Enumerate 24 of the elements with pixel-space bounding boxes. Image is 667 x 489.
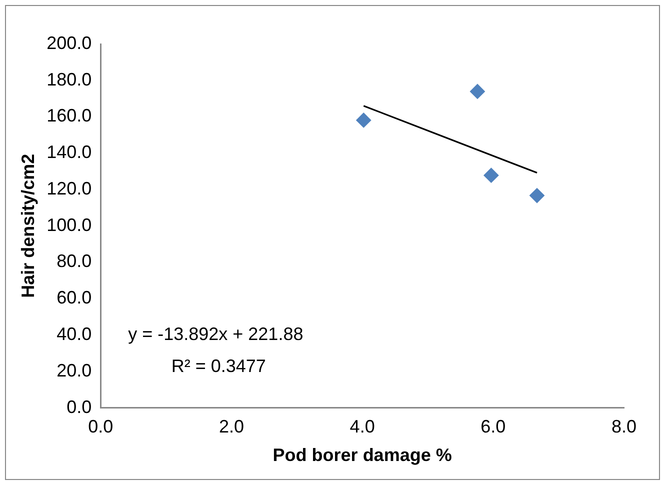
y-axis-title: Hair density/cm2 [18,154,38,298]
y-tick-label: 180.0 [46,69,92,90]
y-tick-label: 140.0 [46,142,92,162]
annotation: R² = 0.3477 [171,356,266,376]
y-tick-label: 0.0 [66,396,92,417]
y-tick-label: 80.0 [56,251,92,272]
y-tick-label: 20.0 [56,360,92,380]
y-tick-label: 200.0 [46,32,92,53]
x-tick-label: 2.0 [218,416,244,437]
annotation: y = -13.892x + 221.88 [128,324,304,344]
y-tick-label: 60.0 [56,288,92,308]
x-tick-label: 4.0 [350,416,375,437]
y-tick-label: 160.0 [46,106,92,126]
y-tick-label: 120.0 [46,178,92,198]
point [356,112,372,128]
x-axis-title: Pod borer damage % [272,445,452,466]
point [470,84,485,99]
point [484,168,499,183]
x-tick-label: 8.0 [611,416,637,437]
y-tick-label: 40.0 [56,324,92,344]
point [529,188,544,204]
x-tick-label: 6.0 [480,416,506,437]
x-tick-label: 0.0 [88,416,114,437]
y-tick-label: 100.0 [46,214,92,235]
